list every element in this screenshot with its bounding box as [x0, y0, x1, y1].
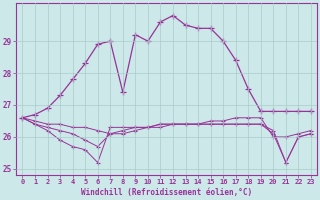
X-axis label: Windchill (Refroidissement éolien,°C): Windchill (Refroidissement éolien,°C) — [81, 188, 252, 197]
